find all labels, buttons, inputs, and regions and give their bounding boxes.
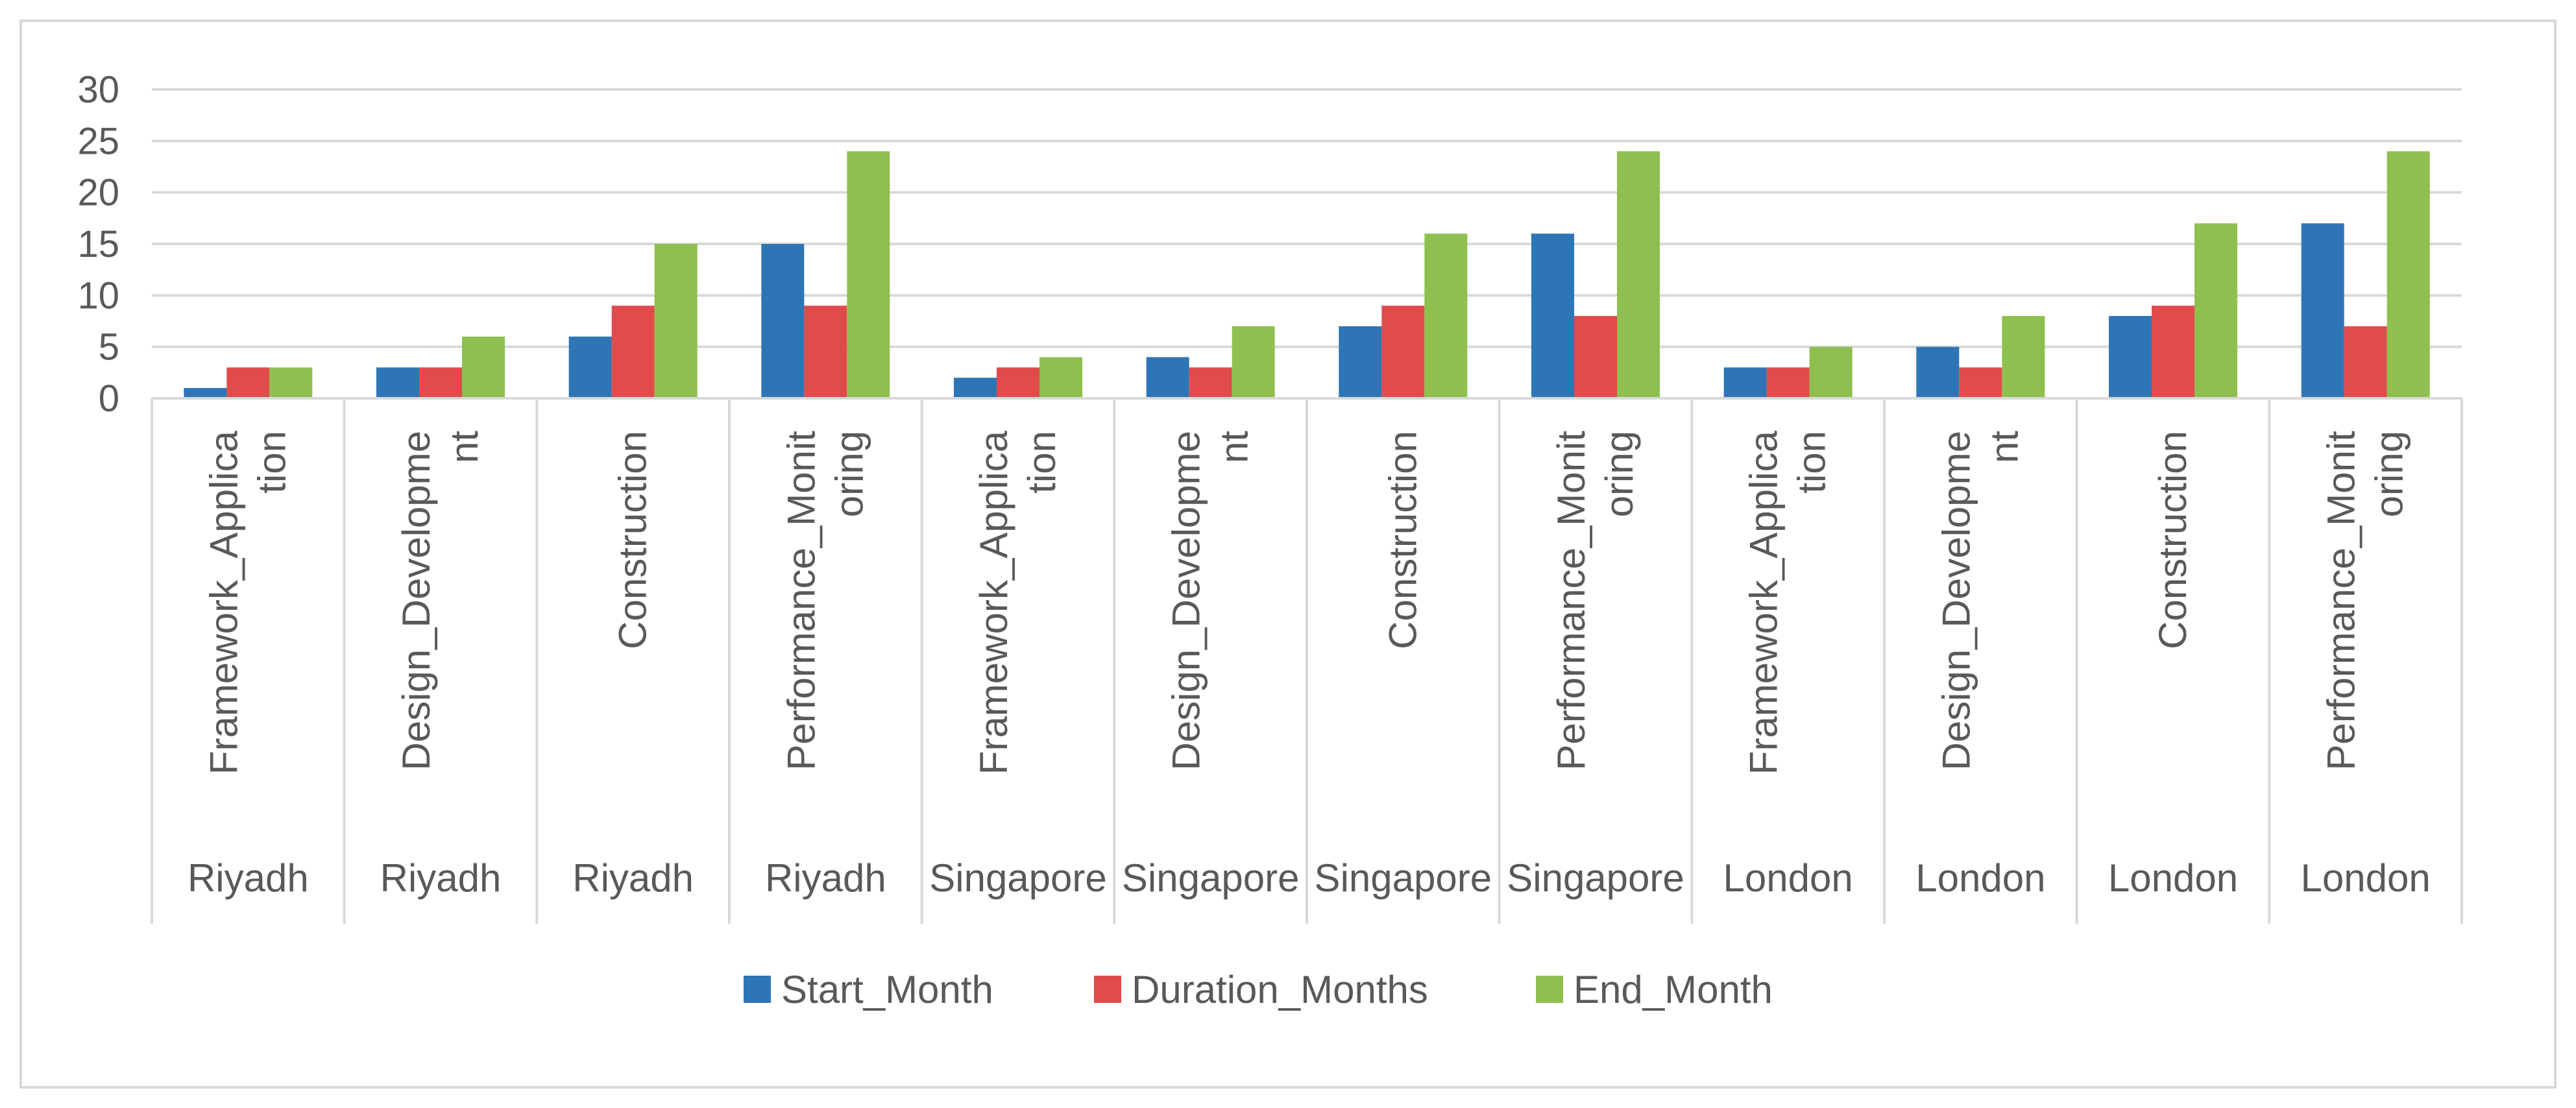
bar-start-month — [1723, 367, 1767, 398]
bar-end-month — [1809, 346, 1853, 398]
group-labels: Riyadh Riyadh Riyadh Riyadh Singapore Singapo… — [188, 856, 2431, 900]
bar-end-month — [1424, 234, 1468, 398]
gridlines — [152, 88, 2462, 348]
category-label: oring — [1598, 431, 1641, 517]
category-label: Construction — [1381, 431, 1424, 649]
y-tick-label: 20 — [77, 172, 119, 214]
group-label: Riyadh — [188, 856, 309, 900]
bar-start-month — [376, 367, 419, 398]
category-label: nt — [1982, 431, 2026, 463]
category-labels: Framework_Applica tion Design_Developme nt C… — [202, 430, 2411, 775]
category-label: Framework_Applica — [1742, 430, 1786, 775]
legend-swatch-duration-months — [1094, 976, 1121, 1003]
bar-duration-months — [804, 306, 847, 398]
bars — [184, 151, 2430, 398]
bar-duration-months — [2344, 326, 2387, 398]
bar-start-month — [2109, 316, 2152, 398]
group-label: London — [1915, 856, 2045, 900]
chart-frame: 0 5 10 15 20 25 30 Framework_Applica tion Design… — [19, 19, 2557, 1089]
bar-end-month — [2002, 316, 2045, 398]
legend-swatch-end-month — [1536, 976, 1563, 1003]
category-label: tion — [1790, 431, 1834, 494]
bar-end-month — [1039, 357, 1082, 398]
bar-duration-months — [419, 367, 462, 398]
y-axis-ticks: 0 5 10 15 20 25 30 — [77, 69, 119, 420]
legend-label: End_Month — [1574, 968, 1773, 1011]
bar-duration-months — [1766, 367, 1810, 398]
bar-duration-months — [1574, 316, 1617, 398]
category-label: Performance_Monit — [779, 431, 823, 771]
group-label: Singapore — [1315, 856, 1492, 900]
legend-label: Start_Month — [781, 968, 993, 1011]
category-label: Construction — [2151, 431, 2194, 649]
legend-swatch-start-month — [744, 976, 771, 1003]
category-label: Design_Developme — [1934, 431, 1978, 771]
group-label: Singapore — [929, 856, 1107, 900]
bar-duration-months — [1381, 306, 1425, 398]
category-label: Design_Developme — [395, 431, 438, 771]
bar-start-month — [568, 336, 612, 398]
category-label: nt — [443, 431, 486, 463]
category-label: Framework_Applica — [202, 430, 245, 775]
category-label: tion — [250, 431, 293, 494]
bar-start-month — [761, 244, 805, 398]
bar-start-month — [184, 388, 227, 398]
y-tick-label: 0 — [99, 378, 119, 420]
x-axis — [151, 397, 2463, 924]
group-label: Riyadh — [765, 856, 886, 900]
bar-end-month — [847, 151, 890, 398]
category-label: Design_Developme — [1165, 431, 1208, 771]
group-label: Riyadh — [380, 856, 502, 900]
category-label: Framework_Applica — [972, 430, 1015, 775]
bar-end-month — [2194, 223, 2237, 398]
bar-duration-months — [2152, 306, 2194, 398]
bar-duration-months — [226, 367, 270, 398]
category-label: oring — [2368, 431, 2411, 517]
bar-start-month — [2301, 223, 2344, 398]
bar-start-month — [954, 378, 997, 398]
y-tick-label: 10 — [77, 274, 119, 317]
bar-start-month — [1531, 234, 1574, 398]
bar-duration-months — [1189, 367, 1232, 398]
bar-duration-months — [611, 306, 655, 398]
bar-duration-months — [997, 367, 1039, 398]
y-tick-label: 15 — [77, 223, 119, 265]
category-label: Performance_Monit — [2320, 431, 2363, 771]
group-label: Singapore — [1122, 856, 1300, 900]
category-label: nt — [1213, 431, 1256, 463]
legend: Start_Month Duration_Months End_Month — [744, 968, 1773, 1011]
bar-end-month — [654, 244, 698, 398]
group-label: Singapore — [1507, 856, 1684, 900]
category-label: oring — [827, 431, 871, 517]
group-label: Riyadh — [572, 856, 694, 900]
bar-end-month — [269, 367, 313, 398]
group-label: London — [2108, 856, 2238, 900]
category-label: Construction — [611, 431, 655, 649]
y-tick-label: 25 — [77, 120, 119, 162]
bar-start-month — [1146, 357, 1189, 398]
category-label: Performance_Monit — [1549, 431, 1593, 771]
group-label: London — [1723, 856, 1853, 900]
bar-end-month — [1617, 151, 1660, 398]
bar-start-month — [1916, 346, 1960, 398]
legend-label: Duration_Months — [1132, 968, 1428, 1011]
category-label: tion — [1020, 431, 1063, 494]
bar-end-month — [1232, 326, 1275, 398]
bar-start-month — [1339, 326, 1382, 398]
bar-end-month — [2387, 151, 2430, 398]
y-tick-label: 30 — [77, 69, 119, 111]
group-label: London — [2301, 856, 2431, 900]
bar-duration-months — [1959, 367, 2002, 398]
bar-end-month — [462, 336, 505, 398]
y-tick-label: 5 — [99, 326, 119, 368]
